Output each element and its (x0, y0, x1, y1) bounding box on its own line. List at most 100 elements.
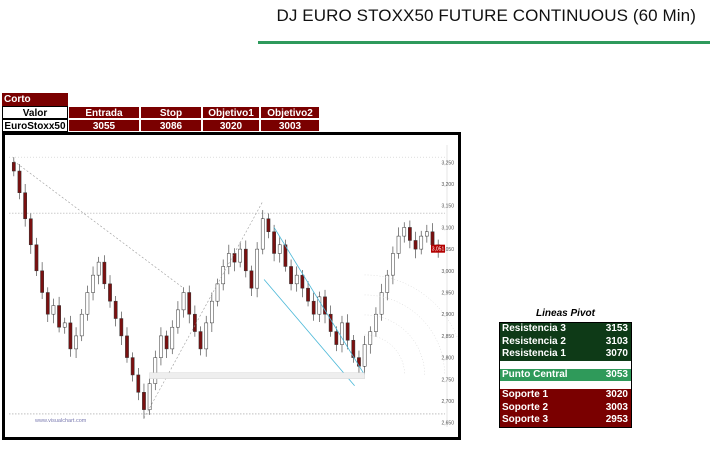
candle-body (108, 283, 112, 302)
candle-body (11, 162, 16, 172)
price-chart: 2,650 2,700 2,750 2,800 2,850 2,900 2,950 3,000… (2, 132, 461, 440)
last-price-label: 3,051 (432, 247, 445, 253)
candle-body (17, 170, 22, 193)
trend-line (143, 201, 264, 419)
candle-body (368, 331, 373, 345)
candle-body (96, 261, 101, 276)
pivot-s1: Soporte 1 3020 (500, 389, 631, 402)
candle-body (328, 313, 333, 332)
pivot-s3: Soporte 3 2953 (500, 414, 631, 427)
candle-body (45, 292, 50, 315)
candle-body (351, 339, 356, 358)
candle-body (91, 274, 95, 293)
candle-body (311, 300, 316, 315)
cell-stop: 3086 (140, 119, 202, 132)
candle-body (266, 218, 271, 233)
candle-body (402, 227, 407, 237)
y-tick-label: 3,200 (441, 182, 454, 188)
candle-body (430, 231, 435, 246)
position-label: Corto (2, 93, 68, 106)
candle-body (176, 309, 180, 328)
candle-body (249, 270, 254, 289)
candle-body (164, 335, 169, 350)
pivot-table: Resistencia 3 3153 Resistencia 2 3103 Re… (499, 322, 632, 428)
candle-body (34, 244, 39, 272)
fibonacci-arc (364, 334, 405, 375)
candle-body (159, 335, 163, 358)
candle-body (306, 287, 310, 302)
header-objetivo2: Objetivo2 (260, 106, 320, 119)
candle-body (425, 231, 429, 237)
candle-body (260, 218, 265, 250)
pivot-r1-value: 3070 (605, 348, 628, 359)
candle-body (345, 322, 350, 341)
candle-body (79, 313, 84, 337)
pivot-r2-value: 3103 (605, 335, 628, 347)
candle-body (300, 274, 305, 289)
candle-body (340, 322, 344, 345)
candle-body (181, 292, 186, 311)
y-tick-label: 3,050 (441, 247, 454, 253)
cell-valor: EuroStoxx50 (2, 119, 68, 132)
header-stop: Stop (140, 106, 202, 119)
candle-body (277, 244, 282, 254)
pivot-central: Punto Central 3053 (500, 368, 631, 381)
pivot-s1-label: Soporte 1 (502, 389, 549, 400)
candle-body (74, 335, 78, 350)
pivot-s3-label: Soporte 3 (502, 414, 549, 425)
candle-body (323, 296, 327, 315)
candle-body (119, 318, 124, 337)
candle-body (226, 253, 231, 267)
pivot-title: Lineas Pivot (536, 308, 595, 319)
candle-body (198, 331, 203, 350)
candle-body (385, 274, 390, 293)
candle-body (419, 235, 424, 250)
y-tick-label: 2,750 (441, 377, 454, 383)
pivot-s2-value: 3003 (605, 401, 628, 413)
channel-line (263, 279, 355, 387)
candle-body (147, 383, 152, 410)
candle-body (68, 322, 73, 350)
candle-body (62, 322, 67, 328)
candle-body (221, 266, 226, 285)
y-tick-label: 2,850 (441, 334, 454, 340)
cell-entrada: 3055 (68, 119, 140, 132)
candle-body (51, 305, 56, 315)
chart-canvas: 2,650 2,700 2,750 2,800 2,850 2,900 2,950 3,000… (5, 135, 458, 437)
y-tick-label: 2,800 (441, 356, 454, 362)
channel-line (273, 227, 365, 376)
y-tick-label: 2,700 (441, 399, 454, 405)
candle-body (408, 227, 412, 241)
pivot-r3-value: 3153 (605, 323, 628, 334)
pivot-spacer (500, 360, 631, 369)
y-tick-label: 3,150 (441, 204, 454, 210)
pivot-s2-label: Soporte 2 (502, 401, 549, 413)
candle-body (23, 192, 27, 220)
pivot-r3: Resistencia 3 3153 (500, 323, 631, 336)
y-tick-label: 3,100 (441, 225, 454, 231)
pivot-s2: Soporte 2 3003 (500, 401, 631, 414)
title-underline (258, 41, 710, 44)
candle-body (294, 274, 299, 285)
pivot-spacer (500, 381, 631, 389)
header-entrada: Entrada (68, 106, 140, 119)
candle-body (255, 248, 259, 289)
y-tick-label: 2,900 (441, 312, 454, 318)
trend-line (13, 160, 184, 289)
candle-body (362, 344, 367, 367)
candle-body (272, 231, 276, 254)
y-tick-label: 2,950 (441, 291, 454, 297)
candle-body (113, 300, 118, 319)
page-title: DJ EURO STOXX50 FUTURE CONTINUOUS (60 Mi… (276, 6, 696, 25)
candle-body (204, 322, 209, 350)
header-objetivo1: Objetivo1 (202, 106, 260, 119)
candle-body (125, 335, 129, 358)
candle-body (170, 326, 175, 350)
candle-body (289, 266, 293, 285)
pivot-r1-label: Resistencia 1 (502, 348, 566, 359)
header-valor: Valor (2, 106, 68, 119)
candle-body (391, 253, 395, 276)
pivot-central-value: 3053 (605, 368, 628, 380)
cell-objetivo1: 3020 (202, 119, 260, 132)
candle-body (238, 248, 242, 263)
